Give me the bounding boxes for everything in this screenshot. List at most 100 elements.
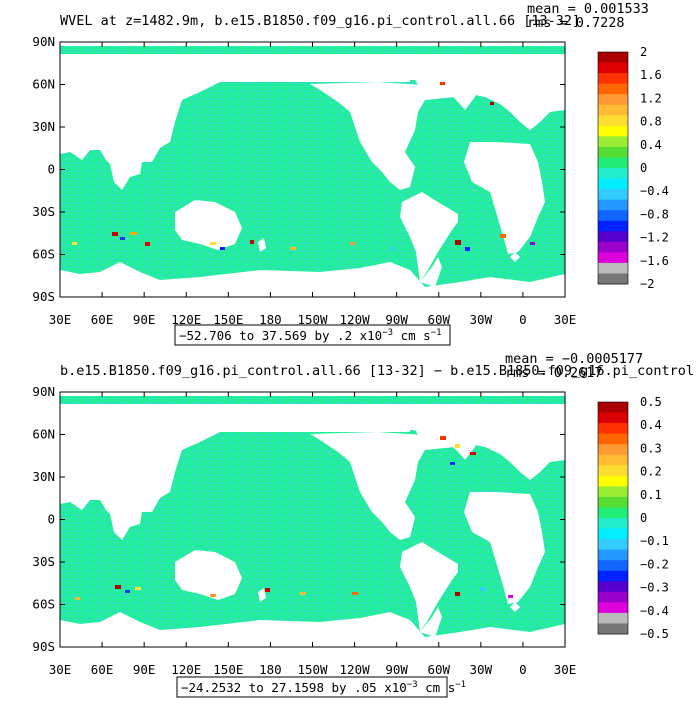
x-tick-label: 30E <box>49 662 72 677</box>
land-mask <box>60 42 565 297</box>
colorbar-swatch <box>598 273 628 285</box>
y-tick-label: 60S <box>32 597 55 612</box>
colorbar-swatch <box>598 539 628 551</box>
x-tick-label: 60E <box>91 312 114 327</box>
colorbar-swatch <box>598 136 628 148</box>
colorbar-label: −1.6 <box>640 254 669 268</box>
rms-label: rms = 0.2617 <box>505 365 603 381</box>
x-tick-label: 0 <box>519 312 527 327</box>
y-tick-label: 90N <box>32 384 55 399</box>
colorbar-swatch <box>598 220 628 232</box>
noise-specks <box>75 436 513 600</box>
mean-label: mean = 0.001533 <box>527 1 649 17</box>
x-tick-label: 120E <box>171 312 201 327</box>
colorbar-swatch <box>598 591 628 603</box>
colorbar-label: 0.8 <box>640 115 662 129</box>
map-panel-bottom: b.e15.B1850.f09_g16.pi_control.all.66 [1… <box>32 351 694 698</box>
map-panel-top: WVEL at z=1482.9m, b.e15.B1850.f09_g16.p… <box>32 1 669 346</box>
colorbar-swatch <box>598 612 628 624</box>
range-text: −24.2532 to 27.1598 by .05 x10 <box>181 680 407 695</box>
x-tick-label: 90E <box>133 312 156 327</box>
range-unit-exponent: −1 <box>431 328 442 338</box>
colorbar-swatch <box>598 189 628 201</box>
x-tick-label: 90W <box>385 662 408 677</box>
colorbar-label: −1.2 <box>640 231 669 245</box>
colorbar-swatch <box>598 444 628 456</box>
colorbar-swatch <box>598 210 628 222</box>
x-tick-label: 180 <box>259 662 282 677</box>
x-tick-label: 90W <box>385 312 408 327</box>
colorbar-swatch <box>598 178 628 190</box>
longitude-axis: 30E 60E 90E 120E 150E 180 150W 120W 90W 60W 30W 0 30… <box>49 392 577 677</box>
colorbar-swatch <box>598 518 628 529</box>
range-text: −52.706 to 37.569 by .2 x10 <box>179 328 382 343</box>
map-area <box>59 41 566 298</box>
colorbar-swatch <box>598 549 628 561</box>
y-tick-label: 30S <box>32 204 55 219</box>
colorbar-swatch <box>598 252 628 264</box>
y-tick-label: 90N <box>32 34 55 49</box>
colorbar-swatch <box>598 570 628 582</box>
colorbar-label: −0.2 <box>640 557 669 571</box>
colorbar-swatch <box>598 104 628 116</box>
colorbar-swatch <box>598 581 628 593</box>
y-tick-label: 60N <box>32 427 55 442</box>
x-tick-label: 60W <box>427 312 450 327</box>
colorbar-label: 0 <box>640 511 647 525</box>
colorbar-label: −0.4 <box>640 184 669 198</box>
range-box: −52.706 to 37.569 by .2 x10−3 cm s−1 <box>174 324 451 346</box>
longitude-axis: 30E 60E 90E 120E 150E 180 150W 120W 90W 60W 30W 0 30… <box>49 42 577 327</box>
colorbar: 2 1.6 1.2 0.8 0.4 0 −0.4 −0.8 −1.2 −1.6 −2 <box>597 45 669 291</box>
colorbar-label: −0.1 <box>640 534 669 548</box>
colorbar-label: 0.5 <box>640 395 662 409</box>
colorbar-swatch <box>598 560 628 572</box>
latitude-axis: 90N 60N 30N 0 30S 60S 90S <box>32 34 565 304</box>
x-tick-label: 150W <box>297 662 328 677</box>
x-tick-label: 120W <box>340 312 371 327</box>
colorbar-label: 1.6 <box>640 68 662 82</box>
colorbar-label: −2 <box>640 277 654 291</box>
colorbar-label: −0.4 <box>640 604 669 618</box>
colorbar-label: −0.3 <box>640 581 669 595</box>
x-tick-label: 30E <box>49 312 72 327</box>
colorbar-swatch <box>598 52 628 63</box>
colorbar-label: 0.4 <box>640 138 662 152</box>
range-unit-exponent: −1 <box>455 680 466 690</box>
colorbar-swatch <box>598 507 628 519</box>
range-unit: cm s <box>393 328 431 343</box>
x-tick-label: 30E <box>554 312 577 327</box>
panel-title: WVEL at z=1482.9m, b.e15.B1850.f09_g16.p… <box>60 13 580 29</box>
svg-text:−24.2532 to 27.1598 by .05 x10: −24.2532 to 27.1598 by .05 x10−3 cm s−1 <box>181 680 466 695</box>
x-tick-label: 90E <box>133 662 156 677</box>
colorbar-frame <box>597 51 629 285</box>
colorbar-swatch <box>598 62 628 74</box>
colorbar-swatch <box>598 73 628 85</box>
range-exponent: −3 <box>382 328 393 338</box>
y-tick-label: 30N <box>32 119 55 134</box>
colorbar-label: 2 <box>640 45 647 59</box>
x-tick-label: 120E <box>171 662 201 677</box>
colorbar-swatch <box>598 115 628 127</box>
x-tick-label: 60E <box>91 662 114 677</box>
colorbar-swatch <box>598 168 628 179</box>
colorbar-label: 0.3 <box>640 441 662 455</box>
x-tick-label: 150E <box>213 662 243 677</box>
colorbar-swatch <box>598 199 628 211</box>
colorbar-label: −0.8 <box>640 207 669 221</box>
colorbar-swatch <box>598 83 628 95</box>
colorbar-label: 0 <box>640 161 647 175</box>
y-tick-label: 90S <box>32 289 55 304</box>
colorbar-swatch <box>598 125 628 137</box>
y-tick-label: 90S <box>32 639 55 654</box>
y-tick-label: 30S <box>32 554 55 569</box>
colorbar-swatch <box>598 412 628 424</box>
x-tick-label: 150W <box>297 312 328 327</box>
colorbar-frame <box>597 401 629 635</box>
latitude-axis: 90N 60N 30N 0 30S 60S 90S <box>32 384 565 654</box>
range-exponent: −3 <box>407 680 418 690</box>
x-tick-label: 150E <box>213 312 243 327</box>
x-tick-label: 30E <box>554 662 577 677</box>
colorbar-swatch <box>598 433 628 445</box>
x-tick-label: 0 <box>519 662 527 677</box>
